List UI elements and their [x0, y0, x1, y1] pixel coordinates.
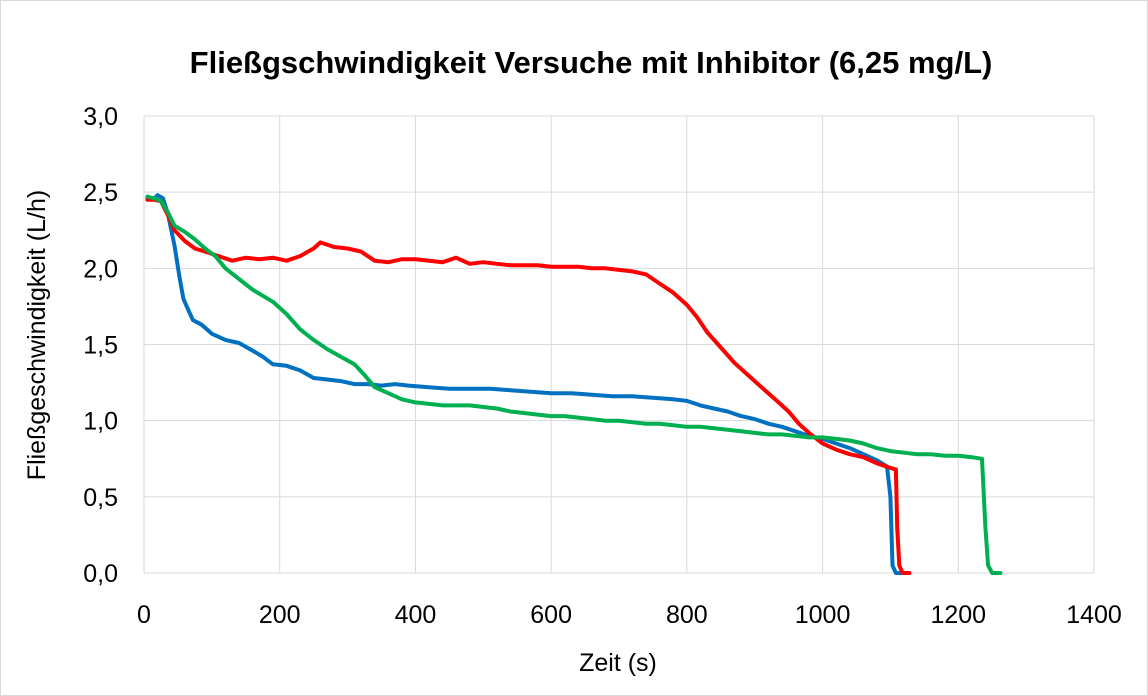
x-tick-label: 600 — [530, 601, 572, 629]
x-tick-label: 200 — [259, 601, 301, 629]
y-tick-label: 2,5 — [83, 179, 118, 207]
x-tick-label: 1000 — [795, 601, 851, 629]
tick-labels: 0 200 400 600 800 1000 1200 1400 0,0 0,5 1,0 1,5 2,0… — [83, 103, 1122, 629]
y-tick-label: 1,0 — [83, 408, 118, 436]
y-tick-label: 0,5 — [83, 484, 118, 512]
x-tick-label: 1200 — [930, 601, 986, 629]
chart-title: Fließgschwindigkeit Versuche mit Inhibit… — [190, 45, 993, 80]
series-line-2 — [145, 197, 912, 575]
y-tick-label: 0,0 — [83, 560, 118, 588]
y-tick-label: 2,0 — [83, 255, 118, 283]
y-tick-label: 1,5 — [83, 332, 118, 360]
x-tick-label: 0 — [137, 601, 151, 629]
series-line-3 — [145, 194, 1003, 575]
y-tick-label: 3,0 — [83, 103, 118, 131]
x-axis-label: Zeit (s) — [579, 649, 657, 677]
gridlines — [143, 115, 1095, 574]
x-tick-label: 400 — [395, 601, 437, 629]
series-line-1 — [145, 193, 906, 575]
x-tick-label: 800 — [666, 601, 708, 629]
x-tick-label: 1400 — [1066, 601, 1122, 629]
y-axis-label: Fließgeschwindigkeit (L/h) — [23, 190, 51, 480]
series-lines — [145, 193, 1003, 575]
